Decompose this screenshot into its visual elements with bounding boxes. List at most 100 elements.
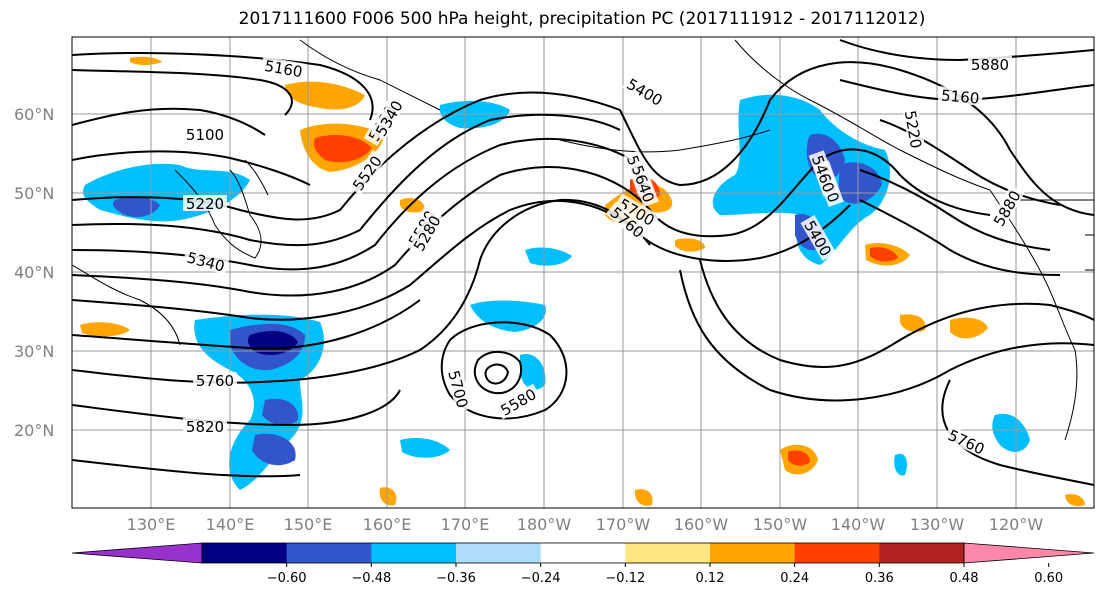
lat-label: 40°N bbox=[14, 263, 54, 282]
precip-area bbox=[439, 100, 510, 129]
contour-label-background bbox=[968, 56, 1012, 72]
colorbar-segment bbox=[710, 543, 796, 563]
contour-line bbox=[839, 39, 1094, 62]
precip-area bbox=[894, 453, 907, 476]
precip-area bbox=[113, 196, 160, 217]
colorbar-segment bbox=[456, 543, 542, 563]
colorbar-tick-label: 0.24 bbox=[780, 571, 809, 586]
precip-area bbox=[870, 247, 898, 262]
precip-area bbox=[285, 81, 365, 110]
precip-area bbox=[634, 489, 653, 506]
lon-label: 160°W bbox=[674, 515, 729, 534]
colorbar-segment bbox=[286, 543, 372, 563]
precip-area bbox=[400, 438, 450, 458]
lat-label: 50°N bbox=[14, 184, 54, 203]
lon-label: 130°E bbox=[127, 515, 176, 534]
contour-label-background bbox=[445, 365, 473, 413]
precip-area bbox=[520, 354, 546, 390]
colorbar-segment bbox=[202, 543, 288, 563]
contour-label-background bbox=[902, 106, 926, 153]
precip-area bbox=[80, 322, 130, 337]
precip-area bbox=[788, 450, 810, 466]
contour-label-background bbox=[260, 56, 307, 80]
contour-label-background bbox=[988, 184, 1025, 232]
contour-label-background bbox=[613, 193, 661, 230]
contour-label-background bbox=[628, 160, 659, 208]
precip-area bbox=[379, 487, 397, 506]
contour-label-background bbox=[193, 372, 237, 388]
lon-labels: 130°E 140°E 150°E 160°E 170°E 180°W 170°… bbox=[127, 515, 1044, 534]
precip-area bbox=[992, 413, 1030, 452]
contour-label-text: 5820 bbox=[186, 418, 224, 436]
lon-label: 160°E bbox=[363, 515, 412, 534]
contour-line bbox=[72, 299, 421, 350]
contour-label-background bbox=[808, 150, 839, 198]
colorbar-border bbox=[201, 542, 965, 564]
contour-label-background bbox=[937, 86, 983, 106]
chart-title: 2017111600 F006 500 hPa height, precipit… bbox=[238, 9, 926, 29]
colorbar-segment bbox=[540, 543, 626, 563]
precip-area bbox=[130, 56, 162, 65]
contour-label: 5160 bbox=[937, 86, 983, 108]
colorbar-segment bbox=[879, 543, 965, 563]
contour-line bbox=[72, 150, 311, 186]
contour-label: 5880 bbox=[968, 56, 1012, 74]
lon-label: 180°W bbox=[517, 515, 572, 534]
contour-line bbox=[859, 169, 1051, 251]
contour-line bbox=[72, 459, 301, 478]
contour-label-background bbox=[183, 126, 227, 142]
contour-label-background bbox=[621, 73, 669, 110]
contour-label-background bbox=[182, 247, 230, 275]
lon-label: 150°W bbox=[753, 515, 808, 534]
coastline-alaska bbox=[734, 39, 991, 191]
contour-label-background bbox=[943, 424, 991, 458]
contour-label-text: 5100 bbox=[186, 126, 224, 144]
contour-label-background bbox=[494, 383, 542, 420]
coastline-kamchatka bbox=[299, 39, 441, 111]
contour-label-text: 5160 bbox=[940, 86, 980, 107]
contour-line bbox=[72, 69, 293, 116]
contour-line bbox=[941, 379, 1094, 486]
contour-labels: 5100516052205340540054605520558056405700… bbox=[182, 56, 1025, 459]
lat-label: 60°N bbox=[14, 105, 54, 124]
precip-negative-areas bbox=[83, 94, 1030, 490]
colorbar-tick-label: −0.60 bbox=[267, 571, 307, 586]
lon-label: 170°W bbox=[596, 515, 651, 534]
precip-area bbox=[252, 433, 296, 466]
lon-label: 140°W bbox=[831, 515, 886, 534]
contour-line bbox=[473, 351, 523, 395]
contour-label-background bbox=[370, 94, 407, 142]
contour-label: 5100 bbox=[183, 126, 227, 144]
contour-line bbox=[879, 119, 1061, 206]
coastlines bbox=[72, 39, 1094, 441]
contour-label-text: 5220 bbox=[186, 195, 224, 213]
colorbar-extend-high bbox=[963, 542, 1095, 564]
contour-line bbox=[72, 148, 991, 297]
colorbar-tick-label: −0.12 bbox=[605, 571, 645, 586]
contour-line bbox=[679, 269, 1094, 402]
contour-label-background bbox=[183, 195, 227, 211]
colorbar-tick-label: 0.36 bbox=[865, 571, 894, 586]
contour-label-background bbox=[605, 201, 650, 243]
colorbar-tick-label: 0.12 bbox=[696, 571, 725, 586]
colorbar-segment bbox=[625, 543, 711, 563]
precip-area bbox=[1065, 494, 1085, 507]
contour-label: 5760 bbox=[193, 372, 237, 390]
precip-area bbox=[950, 317, 988, 339]
contour-line bbox=[484, 363, 510, 385]
lat-labels: 20°N 30°N 40°N 50°N 60°N bbox=[14, 105, 54, 440]
contour-label-background bbox=[800, 214, 837, 262]
contour-line bbox=[72, 107, 266, 136]
contour-line bbox=[72, 199, 851, 321]
precip-area bbox=[525, 247, 572, 266]
lon-label: 130°W bbox=[910, 515, 965, 534]
colorbar-tick-label: 0.48 bbox=[950, 571, 979, 586]
lon-label: 120°W bbox=[989, 515, 1044, 534]
precip-area bbox=[262, 398, 299, 426]
coastline-aleutians bbox=[559, 129, 771, 153]
colorbar-tick-label: −0.36 bbox=[436, 571, 476, 586]
colorbar-tick-label: −0.24 bbox=[521, 571, 561, 586]
contour-label: 5820 bbox=[183, 418, 227, 436]
